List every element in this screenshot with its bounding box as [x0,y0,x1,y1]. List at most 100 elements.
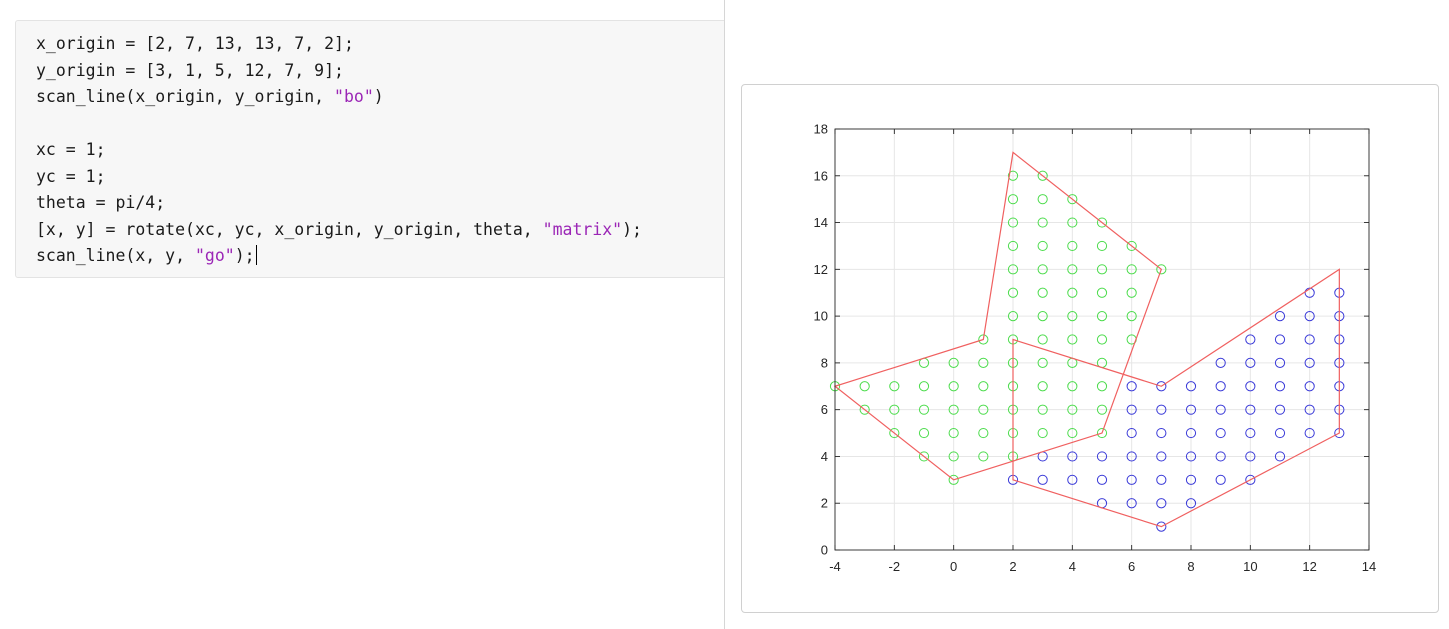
green-point [1007,194,1019,205]
green-point [1067,404,1078,415]
blue-point [1245,404,1256,415]
blue-point [1185,404,1197,415]
green-point [948,451,959,462]
green-point [1007,287,1019,298]
blue-point [1156,404,1167,415]
string-literal: "go" [194,246,235,265]
blue-point [1304,404,1315,415]
x-tick-label: 14 [1362,559,1376,574]
code-line[interactable]: y_origin = [3, 1, 5, 12, 7, 9]; [36,58,344,84]
green-point [889,427,900,439]
y-tick-label: 14 [814,215,828,230]
blue-point [1245,357,1256,368]
blue-point [1156,451,1167,462]
green-point [1007,217,1019,228]
x-tick-label: 0 [950,559,957,574]
code-line[interactable]: yc = 1; [36,164,106,190]
green-point [859,404,870,415]
x-tick-label: -2 [889,559,901,574]
green-point [918,404,930,415]
code-token: ); [234,246,255,265]
blue-point [1156,521,1167,532]
green-point [859,381,870,392]
code-token: scan_line(x_origin, y_origin, [36,87,335,106]
green-point [1096,381,1108,392]
green-point [1037,170,1048,181]
green-point [1096,264,1108,275]
green-point [1126,240,1137,252]
green-point [1037,427,1048,439]
blue-point [1126,427,1137,439]
code-line[interactable]: x_origin = [2, 7, 13, 13, 7, 2]; [36,31,354,57]
y-tick-label: 4 [821,449,828,464]
blue-point [1274,451,1286,462]
green-point [948,474,959,485]
code-line[interactable]: scan_line(x_origin, y_origin, "bo") [36,84,384,110]
blue-point [1274,404,1286,415]
code-token: yc = 1; [36,166,106,186]
y-tick-label: 6 [821,402,828,417]
green-point [1156,264,1167,275]
y-tick-label: 0 [821,543,828,558]
pane-divider[interactable] [724,0,725,629]
code-line[interactable]: xc = 1; [36,137,106,163]
blue-point [1185,451,1197,462]
green-point [1037,217,1048,228]
y-tick-label: 16 [814,168,828,183]
blue-point [1245,474,1256,485]
code-token: x_origin = [2, 7, 13, 13, 7, 2]; [36,34,354,53]
blue-point [1156,474,1167,485]
blue-point [1215,427,1226,439]
green-point [1096,404,1108,415]
green-point [1126,287,1137,298]
code-token: [x, y] = rotate(xc, yc, x_origin, y_orig… [36,219,543,239]
green-point [918,451,930,462]
blue-point [1156,381,1167,392]
green-point [1037,357,1048,368]
y-tick-label: 2 [821,496,828,511]
editor-pane: x_origin = [2, 7, 13, 13, 7, 2]; y_origin… [0,0,724,629]
blue-point [1156,427,1167,439]
green-point [978,357,989,368]
green-point [978,381,989,392]
code-cell[interactable]: x_origin = [2, 7, 13, 13, 7, 2]; y_origin… [15,20,724,278]
green-point [1096,217,1108,228]
green-point [1007,311,1019,322]
string-literal: "bo" [334,87,374,106]
green-point [948,404,959,415]
green-point [1096,287,1108,298]
green-point [978,451,989,462]
green-point [1067,334,1078,345]
y-tick-label: 12 [814,262,828,277]
green-point [1007,240,1019,252]
y-tick-label: 10 [814,309,828,324]
green-point [1096,427,1108,439]
green-point [1067,217,1078,228]
green-point [1067,381,1078,392]
green-point [1096,240,1108,252]
green-point [1037,240,1048,252]
blue-point [1185,474,1197,485]
green-point [1067,287,1078,298]
green-point [1007,170,1019,181]
code-line[interactable]: scan_line(x, y, "go"); [36,243,257,269]
blue-point [1274,357,1286,368]
blue-point [1096,451,1108,462]
blue-point [1185,381,1197,392]
code-line[interactable]: [x, y] = rotate(xc, yc, x_origin, y_orig… [36,217,642,243]
blue-point [1067,474,1078,485]
blue-point [1274,311,1286,322]
green-point [1037,264,1048,275]
green-point [1126,311,1137,322]
blue-point [1215,451,1226,462]
green-point [1126,264,1137,275]
plot-area [835,129,1369,550]
code-token: ); [622,219,642,239]
code-line[interactable]: theta = pi/4; [36,190,165,216]
x-tick-label: 4 [1069,559,1076,574]
blue-point [1274,334,1286,345]
green-point [1037,381,1048,392]
blue-point [1185,427,1197,439]
x-tick-label: 10 [1243,559,1257,574]
blue-point [1245,427,1256,439]
